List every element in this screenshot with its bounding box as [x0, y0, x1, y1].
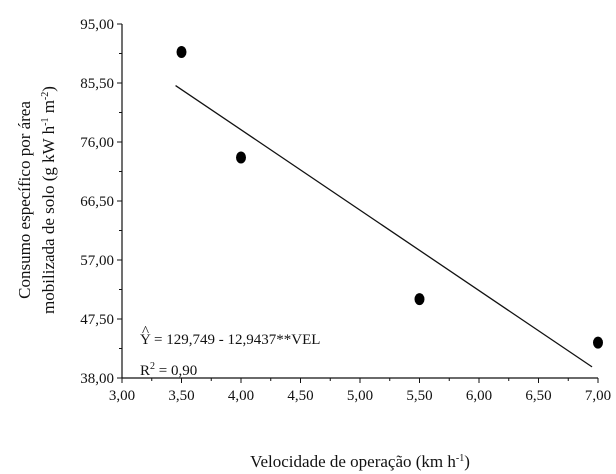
equation-hat: ^: [142, 324, 149, 340]
x-tick-label: 3,50: [168, 388, 194, 404]
x-tick-label: 6,50: [525, 388, 551, 404]
y-axis-ticks: 38,00 47,50 57,00 66,50 76,00 85,50 95,00: [80, 17, 122, 387]
y-axis-title: Consumo específico por área mobilizada d…: [15, 86, 58, 314]
y-tick-label: 95,00: [80, 17, 114, 33]
x-axis-ticks: 3,00 3,50 4,00 4,50 5,00 5,50 6,00 6,50 7,00: [109, 378, 611, 404]
data-point: [236, 151, 246, 164]
x-tick-label: 5,00: [347, 388, 373, 404]
x-tick-label: 7,00: [585, 388, 611, 404]
x-tick-label: 6,00: [466, 388, 492, 404]
data-point: [414, 293, 425, 306]
y-axis-title-line1: Consumo específico por área: [15, 101, 34, 299]
data-point: [593, 336, 603, 349]
axes: [121, 24, 598, 379]
data-points: [176, 45, 603, 349]
y-tick-label: 76,00: [80, 135, 114, 151]
x-axis-title: Velocidade de operação (km h-1): [250, 452, 470, 471]
y-tick-label: 57,00: [80, 253, 114, 269]
x-tick-label: 5,50: [406, 388, 432, 404]
x-tick-label: 4,00: [228, 388, 254, 404]
x-tick-label: 4,50: [287, 388, 313, 404]
y-tick-label: 66,50: [80, 194, 114, 210]
y-tick-label: 47,50: [80, 312, 114, 328]
r-squared: R2 = 0,90: [140, 361, 197, 379]
y-axis-title-line2: mobilizada de solo (g kW h-1 m-2): [39, 86, 58, 314]
x-tick-label: 3,00: [109, 388, 135, 404]
y-tick-label: 38,00: [80, 371, 114, 387]
regression-line: [175, 84, 593, 368]
regression-equation: Y = 129,749 - 12,9437**VEL: [140, 332, 320, 348]
y-tick-label: 85,50: [80, 76, 114, 92]
data-point: [176, 45, 187, 58]
